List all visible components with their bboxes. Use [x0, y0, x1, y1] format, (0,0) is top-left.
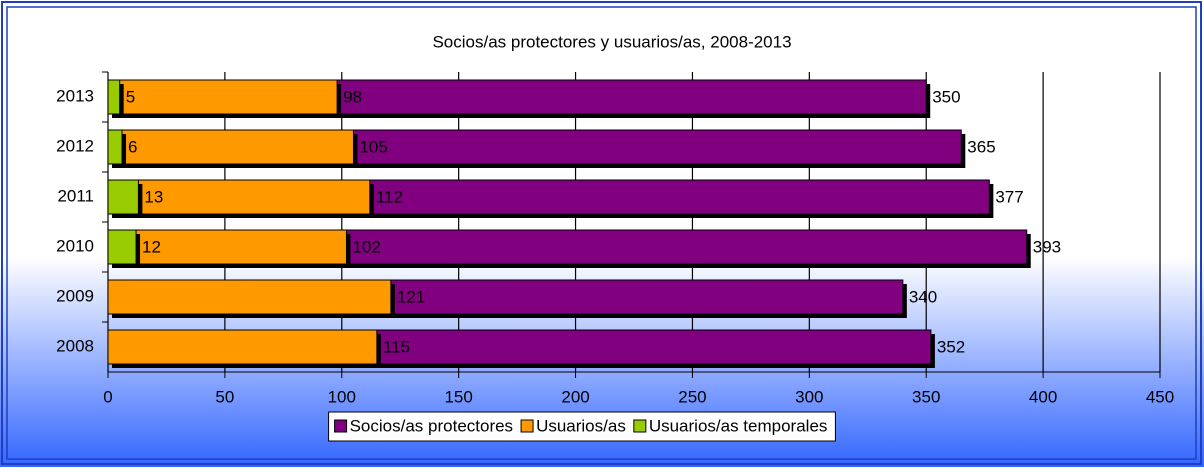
data-label: 102 — [352, 237, 380, 256]
y-tick-label: 2013 — [56, 86, 94, 105]
data-label: 393 — [1033, 237, 1061, 256]
data-label: 340 — [909, 287, 937, 306]
x-tick-label: 50 — [215, 387, 234, 406]
bar — [107, 129, 123, 165]
legend-label: Usuarios/as — [536, 416, 626, 435]
data-label: 377 — [995, 187, 1023, 206]
y-tick-label: 2008 — [56, 336, 94, 355]
bar — [107, 329, 378, 365]
bar — [107, 279, 392, 315]
legend-label: Usuarios/as temporales — [649, 416, 828, 435]
x-tick-label: 200 — [561, 387, 589, 406]
y-tick-label: 2012 — [56, 136, 94, 155]
x-tick-label: 100 — [328, 387, 356, 406]
x-tick-label: 0 — [103, 387, 112, 406]
data-label: 6 — [128, 137, 137, 156]
legend-box — [328, 411, 836, 442]
legend-swatch — [633, 419, 647, 433]
data-label: 112 — [376, 187, 403, 206]
data-label: 98 — [343, 87, 362, 106]
y-tick-label: 2009 — [56, 286, 94, 305]
bar — [107, 79, 121, 115]
data-label: 12 — [142, 237, 161, 256]
x-tick-label: 150 — [444, 387, 472, 406]
bar — [107, 229, 347, 265]
data-label: 121 — [397, 287, 425, 306]
chart-title: Socios/as protectores y usuarios/as, 200… — [432, 32, 791, 51]
data-label: 115 — [383, 337, 410, 356]
x-tick-label: 250 — [678, 387, 706, 406]
data-label: 5 — [126, 87, 135, 106]
bar — [107, 179, 371, 215]
data-label: 365 — [967, 137, 995, 156]
y-tick-label: 2010 — [56, 236, 94, 255]
x-tick-label: 400 — [1029, 387, 1057, 406]
legend-label: Socios/as protectores — [350, 416, 513, 435]
x-tick-label: 450 — [1146, 387, 1174, 406]
bar — [107, 179, 139, 215]
data-label: 350 — [932, 87, 960, 106]
data-label: 352 — [937, 337, 965, 356]
bar — [107, 79, 338, 115]
legend-swatch — [520, 419, 534, 433]
y-tick-label: 2011 — [57, 186, 94, 205]
data-label: 105 — [359, 137, 387, 156]
bar — [107, 229, 137, 265]
bar — [107, 129, 354, 165]
x-tick-label: 350 — [912, 387, 940, 406]
x-tick-label: 300 — [795, 387, 823, 406]
data-label: 13 — [144, 187, 163, 206]
inner-border — [6, 6, 1197, 460]
legend-swatch — [334, 419, 348, 433]
